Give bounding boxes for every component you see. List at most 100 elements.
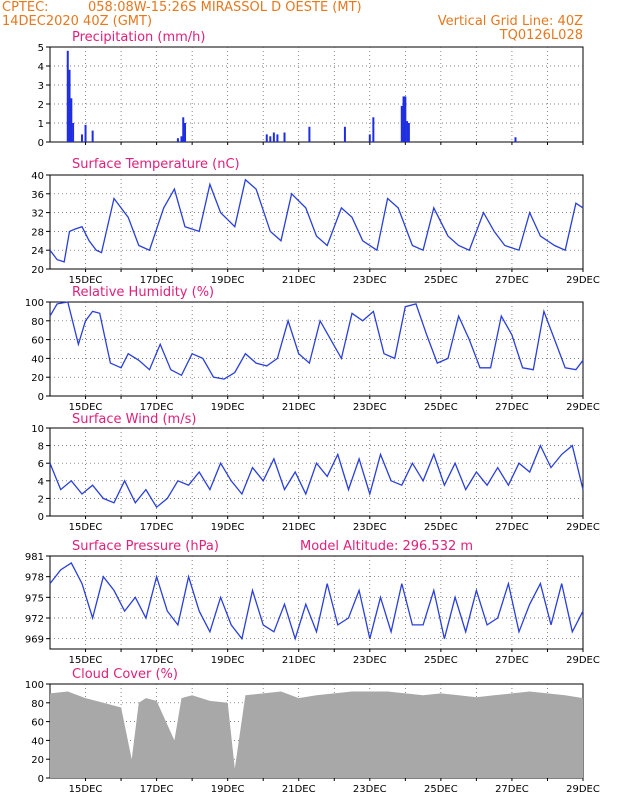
precip-bar [176,138,179,142]
pressure-ytick-label: 969 [25,635,44,646]
temperature-panel: Surface Temperature (nC) 20 24 28 32 36 40 15DE… [31,157,600,286]
pressure-ytick-label: 972 [25,614,44,625]
header-run-time: 14DEC2020 40Z (GMT) [2,14,152,29]
precip-bar [80,134,83,142]
pressure-ytick-label: 978 [25,573,44,584]
precip-bar [72,123,75,142]
precip-bar [402,96,405,142]
precip-bar [180,136,183,142]
cloud-xtick-label: 27DEC [495,784,529,795]
cloud-xtick-label: 29DEC [566,784,600,795]
rh-ytick-label: 60 [31,336,44,347]
precip-bar [404,96,407,142]
wind-xtick-label: 29DEC [566,522,600,533]
temp-ytick-label: 24 [31,246,44,257]
pressure-xtick-label: 29DEC [566,655,600,666]
precip-bar [265,134,268,142]
humidity-panel: Relative Humidity (%) 0 20 40 60 80 100 15DEC 17… [25,285,600,413]
cloud-xtick-label: 17DEC [140,784,174,795]
temp-ytick-label: 20 [31,265,44,276]
wind-series-line [49,443,584,509]
precipitation-panel: Precipitation (mm/h) 0 1 2 3 4 5 [38,30,584,149]
cloud-xtick-label: 15DEC [69,784,103,795]
rh-ytick-label: 80 [31,317,44,328]
wind-title: Surface Wind (m/s) [72,412,196,427]
wind-xtick-label: 23DEC [353,522,387,533]
precip-bar [407,123,410,142]
header-source: CPTEC: [2,0,49,15]
temp-xtick-label: 27DEC [495,275,529,286]
cloud-xtick-label: 19DEC [211,784,245,795]
cloud-cover-area [50,691,583,778]
rh-xtick-label: 15DEC [69,402,103,413]
rh-xtick-label: 23DEC [353,402,387,413]
pressure-frame [49,555,584,650]
temp-xtick-label: 25DEC [424,275,458,286]
precip-bar [269,136,272,142]
precip-bar [400,105,403,142]
precip-bar [514,137,517,142]
wind-ytick-label: 4 [38,477,44,488]
wind-xtick-label: 21DEC [282,522,316,533]
temp-series-line [49,178,584,263]
precip-bar [70,98,73,142]
temp-ytick-label: 32 [31,209,44,220]
model-altitude-label: Model Altitude: 296.532 m [300,539,473,554]
pressure-xtick-label: 21DEC [282,655,316,666]
cloud-ytick-label: 60 [31,718,44,729]
cloud-ytick-label: 20 [31,755,44,766]
pressure-xtick-label: 23DEC [353,655,387,666]
wind-xtick-label: 19DEC [211,522,245,533]
precip-ytick-label: 2 [38,100,44,111]
rh-ytick-label: 20 [31,373,44,384]
wind-ytick-label: 8 [38,442,44,453]
precip-bar [66,50,69,142]
cloud-xtick-label: 23DEC [353,784,387,795]
rh-ytick-label: 0 [38,392,44,403]
cloud-ytick-label: 100 [25,680,44,691]
precip-frame [49,46,584,143]
wind-ytick-label: 6 [38,459,44,470]
cloud-ytick-label: 80 [31,699,44,710]
pressure-xtick-label: 17DEC [140,655,174,666]
pressure-ytick-label: 981 [25,552,44,563]
temp-xtick-label: 29DEC [566,275,600,286]
wind-ytick-label: 0 [38,512,44,523]
cloud-title: Cloud Cover (%) [72,667,178,682]
pressure-title: Surface Pressure (hPa) [72,539,219,554]
temp-frame [49,174,584,270]
rh-frame [49,301,584,397]
wind-frame [49,427,584,517]
wind-xtick-label: 27DEC [495,522,529,533]
temp-title: Surface Temperature (nC) [72,157,240,172]
cloud-xtick-label: 21DEC [282,784,316,795]
precip-bar [91,130,94,142]
pressure-xtick-label: 15DEC [69,655,103,666]
temp-xtick-label: 15DEC [69,275,103,286]
precip-bar [372,117,375,142]
precip-ytick-label: 5 [38,43,44,54]
header-grid-note: Vertical Grid Line: 40Z [438,14,583,29]
wind-ytick-label: 10 [31,424,44,435]
wind-xtick-label: 17DEC [140,522,174,533]
header-location: 058:08W-15:26S MIRASSOL D OESTE (MT) [88,0,362,15]
rh-title: Relative Humidity (%) [72,285,214,300]
precip-bar [368,134,371,142]
precip-bar [184,123,187,142]
wind-xtick-label: 25DEC [424,522,458,533]
pressure-ytick-label: 975 [25,593,44,604]
cloud-ytick-label: 0 [38,774,44,785]
cloud-cover-panel: Cloud Cover (%) 0 20 40 60 80 100 15DEC 17DEC 19D… [25,667,600,795]
temp-xtick-label: 19DEC [211,275,245,286]
wind-ytick-label: 2 [38,494,44,505]
rh-ytick-label: 40 [31,354,44,365]
rh-xtick-label: 27DEC [495,402,529,413]
precip-bar [84,124,87,142]
temp-xtick-label: 23DEC [353,275,387,286]
temp-xtick-label: 17DEC [140,275,174,286]
rh-xtick-label: 17DEC [140,402,174,413]
pressure-panel: Surface Pressure (hPa) Model Altitude: 29… [25,539,600,666]
cloud-xtick-label: 25DEC [424,784,458,795]
temp-ytick-label: 40 [31,171,44,182]
precip-title: Precipitation (mm/h) [72,30,205,45]
